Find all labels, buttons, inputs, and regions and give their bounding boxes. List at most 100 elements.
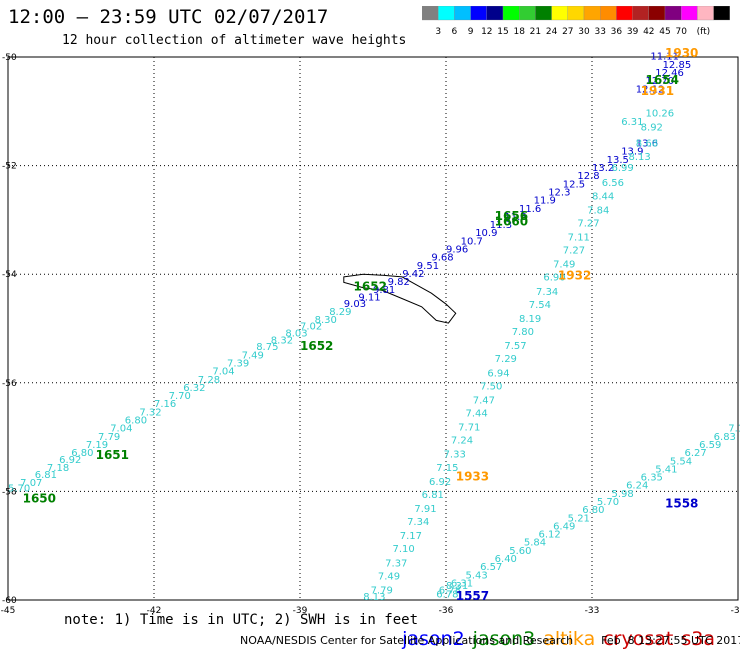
- track-a-value: 9.68: [431, 253, 453, 264]
- track-c-value: 6.24: [626, 481, 648, 492]
- track-b-value: 7.24: [451, 436, 473, 447]
- track-b-value: 10.26: [646, 109, 675, 120]
- track-c-value: 6.83: [714, 432, 736, 443]
- track-b-value: 7.33: [444, 450, 466, 461]
- track-c-value: 5.70: [597, 497, 619, 508]
- colorbar-swatch: [519, 6, 536, 21]
- track-a-value: 9.11: [358, 292, 380, 303]
- colorbar-swatch: [697, 6, 714, 21]
- time-label: 1652: [354, 279, 387, 293]
- track-a-value: 13.6: [636, 139, 658, 150]
- legend-jason3: jason3: [472, 628, 536, 650]
- colorbar-label: 33: [594, 27, 605, 37]
- colorbar-swatch: [535, 6, 552, 21]
- track-b-value: 7.17: [400, 531, 422, 542]
- track-a-value: 8.32: [271, 336, 293, 347]
- track-b-value: 6.90: [543, 273, 565, 284]
- track-a-value: 9.81: [373, 285, 395, 296]
- legend-s3a: s3a: [681, 628, 715, 650]
- track-c-value: 5.54: [670, 456, 692, 467]
- lon-tick-label: -42: [147, 606, 162, 616]
- track-a-value: 12.3: [548, 187, 570, 198]
- track-c-value: 5.21: [568, 513, 590, 524]
- track-a-value: 7.70: [169, 391, 191, 402]
- colorbar-label: (ft): [697, 27, 711, 37]
- track-a-value: 8.03: [285, 329, 307, 340]
- track-b-value: 6.31: [621, 117, 643, 128]
- colorbar-label: 3: [435, 27, 441, 37]
- track-c-value: 6.57: [480, 562, 502, 573]
- island-outline: [343, 273, 457, 324]
- track-b-value: 7.50: [480, 381, 502, 392]
- colorbar-label: 9: [468, 27, 474, 37]
- track-b-value: 8.92: [641, 122, 663, 133]
- time-label: 1651: [96, 448, 129, 462]
- colorbar-swatch: [583, 6, 601, 21]
- track-b-value: 7.49: [378, 571, 400, 582]
- track-c-value: 6.59: [699, 440, 721, 451]
- lat-tick-label: -56: [2, 379, 17, 389]
- track-a-value: 10.7: [461, 236, 483, 247]
- track-b-value: 6.78: [436, 589, 458, 600]
- track-b-value: 7.10: [392, 544, 414, 555]
- track-b-value: 7.34: [407, 517, 429, 528]
- track-a-value: 9.96: [446, 244, 468, 255]
- track-a-value: 13.2: [592, 163, 614, 174]
- colorbar-label: 45: [659, 27, 670, 37]
- track-b-value: 8.31: [446, 581, 468, 592]
- footnote: note: 1) Time is in UTC; 2) SWH is in fe…: [64, 612, 419, 628]
- time-label: 1933: [456, 470, 489, 484]
- track-b-value: 7.80: [512, 327, 534, 338]
- track-a-value: 8.75: [256, 342, 278, 353]
- page-title: 12:00 – 23:59 UTC 02/07/2017: [8, 6, 329, 28]
- colorbar-swatch: [454, 6, 471, 21]
- color-scale-bar: 3 6 9 12 15 18 21 24 27 30 33 36 39 42 45 70 (ft): [422, 6, 730, 37]
- colorbar-label: 42: [643, 27, 654, 37]
- colorbar-swatch: [551, 6, 568, 21]
- track-b-value: 7.54: [529, 300, 551, 311]
- colorbar-swatch: [502, 6, 520, 21]
- colorbar-swatch: [438, 6, 455, 21]
- colorbar-label: 12: [481, 27, 492, 37]
- track-a-value: 9.42: [402, 269, 424, 280]
- time-label: 1932: [558, 269, 591, 283]
- track-a-value: 7.79: [98, 432, 120, 443]
- track-c-value: 5.41: [655, 464, 677, 475]
- track-c-value: 6.31: [451, 578, 473, 589]
- colorbar-swatch: [664, 6, 682, 21]
- time-label: 1557: [456, 589, 489, 603]
- track-a-value: 7.32: [139, 407, 161, 418]
- track-a-value: 12.5: [563, 179, 585, 190]
- lat-tick-label: -58: [2, 487, 17, 497]
- track-c-value: 6.78: [439, 585, 461, 596]
- track-a-value: 13.9: [621, 147, 643, 158]
- colorbar-label: 15: [497, 27, 508, 37]
- track-a-value: 7.04: [212, 367, 234, 378]
- credit-line: NOAA/NESDIS Center for Satellite Applica…: [240, 634, 740, 647]
- track-b-value: 7.29: [495, 354, 517, 365]
- lon-tick-label: -30: [731, 606, 740, 616]
- colorbar-swatch: [600, 6, 617, 21]
- track-b-value: 7.37: [385, 558, 407, 569]
- map-frame: [7, 56, 739, 601]
- track-c-value: 6.27: [684, 448, 706, 459]
- colorbar-label: 30: [578, 27, 590, 37]
- track-a-value: 8.30: [315, 315, 337, 326]
- track-b-value: 6.94: [487, 368, 509, 379]
- track-c-value: 5.43: [465, 570, 487, 581]
- time-label: 1558: [665, 497, 698, 511]
- track-a-value: 6.80: [71, 448, 93, 459]
- track-a-value: 7.02: [300, 322, 322, 333]
- time-label: 1931: [641, 84, 674, 98]
- track-a-value: 10.9: [475, 228, 497, 239]
- colorbar-label: 27: [562, 27, 573, 37]
- track-a-value: 7.49: [242, 350, 264, 361]
- track-a-value: 11.6: [519, 204, 541, 215]
- track-a-value: 12.70: [646, 76, 675, 87]
- track-a-value: 7.19: [86, 440, 108, 451]
- track-b-value: 6.56: [602, 178, 624, 189]
- colorbar-label: 24: [546, 27, 558, 37]
- time-label: 1650: [23, 491, 56, 505]
- colorbar-swatch: [422, 6, 439, 21]
